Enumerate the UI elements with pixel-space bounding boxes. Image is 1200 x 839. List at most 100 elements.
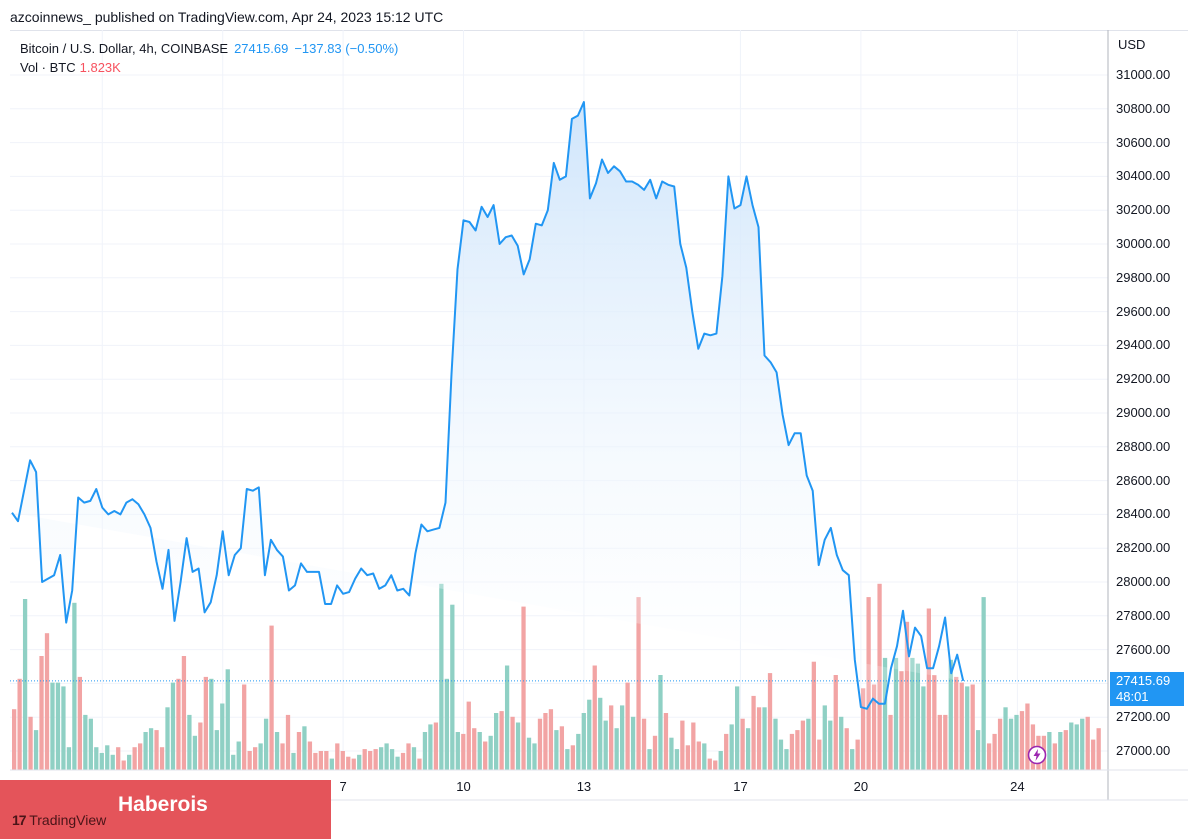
volume-bar	[652, 735, 658, 770]
volume-bar	[428, 724, 433, 770]
volume-bar	[494, 713, 499, 770]
volume-bar	[203, 676, 208, 770]
volume-bar	[871, 684, 877, 770]
volume-bar	[378, 747, 384, 770]
volume-bar	[455, 732, 460, 770]
volume-bar	[1047, 732, 1052, 770]
price-tick-label: 28600.00	[1116, 472, 1171, 488]
lightning-icon[interactable]	[1027, 745, 1047, 765]
volume-bar	[373, 749, 378, 770]
volume-bar	[105, 745, 110, 770]
volume-bar	[1019, 711, 1025, 770]
price-tick-label: 27000.00	[1116, 743, 1171, 758]
volume-bar	[795, 730, 800, 770]
volume-bar	[696, 741, 701, 770]
volume-bar	[1025, 703, 1030, 770]
volume-bar	[893, 657, 899, 770]
volume-bar	[307, 741, 313, 770]
volume-bar	[756, 707, 762, 770]
price-area-fill	[12, 102, 964, 709]
volume-bar	[543, 713, 548, 770]
price-tick-label: 27600.00	[1116, 641, 1171, 657]
volume-bar	[537, 718, 543, 770]
volume-bar	[165, 707, 170, 770]
symbol-label: Bitcoin / U.S. Dollar, 4h, COINBASE	[20, 41, 229, 56]
volume-bar	[1052, 743, 1057, 770]
price-tick-label: 30400.00	[1116, 168, 1171, 184]
legend-price: 27415.69	[234, 41, 289, 56]
volume-bar	[280, 743, 285, 770]
volume-bar	[253, 747, 258, 770]
volume-bar	[636, 597, 641, 770]
volume-bar	[154, 730, 159, 770]
volume-bar	[488, 735, 493, 770]
volume-bar	[767, 673, 773, 770]
chart-area[interactable]	[10, 30, 1188, 801]
volume-bar	[247, 751, 252, 770]
volume-bar	[99, 752, 104, 770]
volume-bar	[510, 716, 515, 770]
volume-bar	[718, 751, 723, 770]
price-tick-label: 28200.00	[1116, 540, 1171, 556]
volume-bar	[921, 686, 926, 770]
price-tick-label: 30600.00	[1116, 134, 1171, 150]
volume-bar	[745, 728, 751, 770]
volume-bar	[882, 657, 888, 770]
price-tick-label: 30000.00	[1116, 236, 1171, 251]
volume-bar	[170, 682, 176, 770]
volume-bar	[904, 621, 910, 770]
volume-bar	[285, 714, 291, 770]
volume-bar	[318, 751, 324, 770]
volume-bar	[461, 733, 466, 770]
volume-bar	[88, 718, 93, 770]
volume-bar	[433, 722, 439, 770]
price-line	[11, 101, 965, 710]
volume-bar	[1096, 728, 1101, 770]
volume-bar	[565, 749, 570, 770]
volume-bar	[773, 718, 778, 770]
volume-bar	[192, 735, 198, 770]
volume-bar	[850, 749, 855, 770]
volume-bar	[959, 682, 964, 770]
volume-bar	[598, 697, 603, 770]
volume-bar	[346, 756, 351, 770]
volume-bar	[954, 676, 959, 770]
volume-bar	[669, 737, 674, 770]
volume-bar	[472, 728, 477, 770]
volume-bar	[609, 705, 614, 770]
volume-bar	[389, 749, 395, 770]
volume-bar	[148, 728, 154, 770]
volume-bar	[713, 760, 718, 770]
volume-bar	[554, 730, 559, 770]
volume-bar	[236, 741, 241, 770]
volume-bar	[1008, 718, 1014, 770]
volume-bar	[214, 730, 219, 770]
volume-bar	[515, 722, 521, 770]
volume-bar	[521, 606, 526, 770]
volume-bar	[1080, 718, 1085, 770]
volume-bar	[422, 732, 428, 770]
volume-bar	[198, 722, 203, 770]
volume-bar	[220, 703, 225, 770]
bar-countdown: 48:01	[1116, 689, 1149, 704]
volume-bar	[828, 720, 833, 770]
haberois-overlay-text: Haberois	[118, 793, 208, 816]
volume-bar	[899, 671, 904, 770]
price-tick-label: 28800.00	[1116, 438, 1171, 454]
volume-bar	[504, 665, 510, 770]
volume-bar	[839, 716, 844, 770]
legend-row-price: Bitcoin / U.S. Dollar, 4h, COINBASE 27415…	[20, 39, 398, 58]
tradingview-logo[interactable]: 17 TradingView	[12, 812, 106, 828]
volume-bar	[61, 686, 66, 770]
volume-bar	[915, 663, 921, 770]
volume-bar	[658, 675, 663, 770]
volume-bar	[910, 657, 915, 770]
volume-bar	[526, 737, 532, 770]
volume-bar	[22, 599, 28, 770]
volume-bar	[33, 730, 39, 770]
price-tick-label: 27200.00	[1116, 709, 1171, 725]
volume-bar	[66, 747, 72, 770]
volume-bar	[483, 741, 488, 770]
volume-bar	[121, 760, 126, 770]
